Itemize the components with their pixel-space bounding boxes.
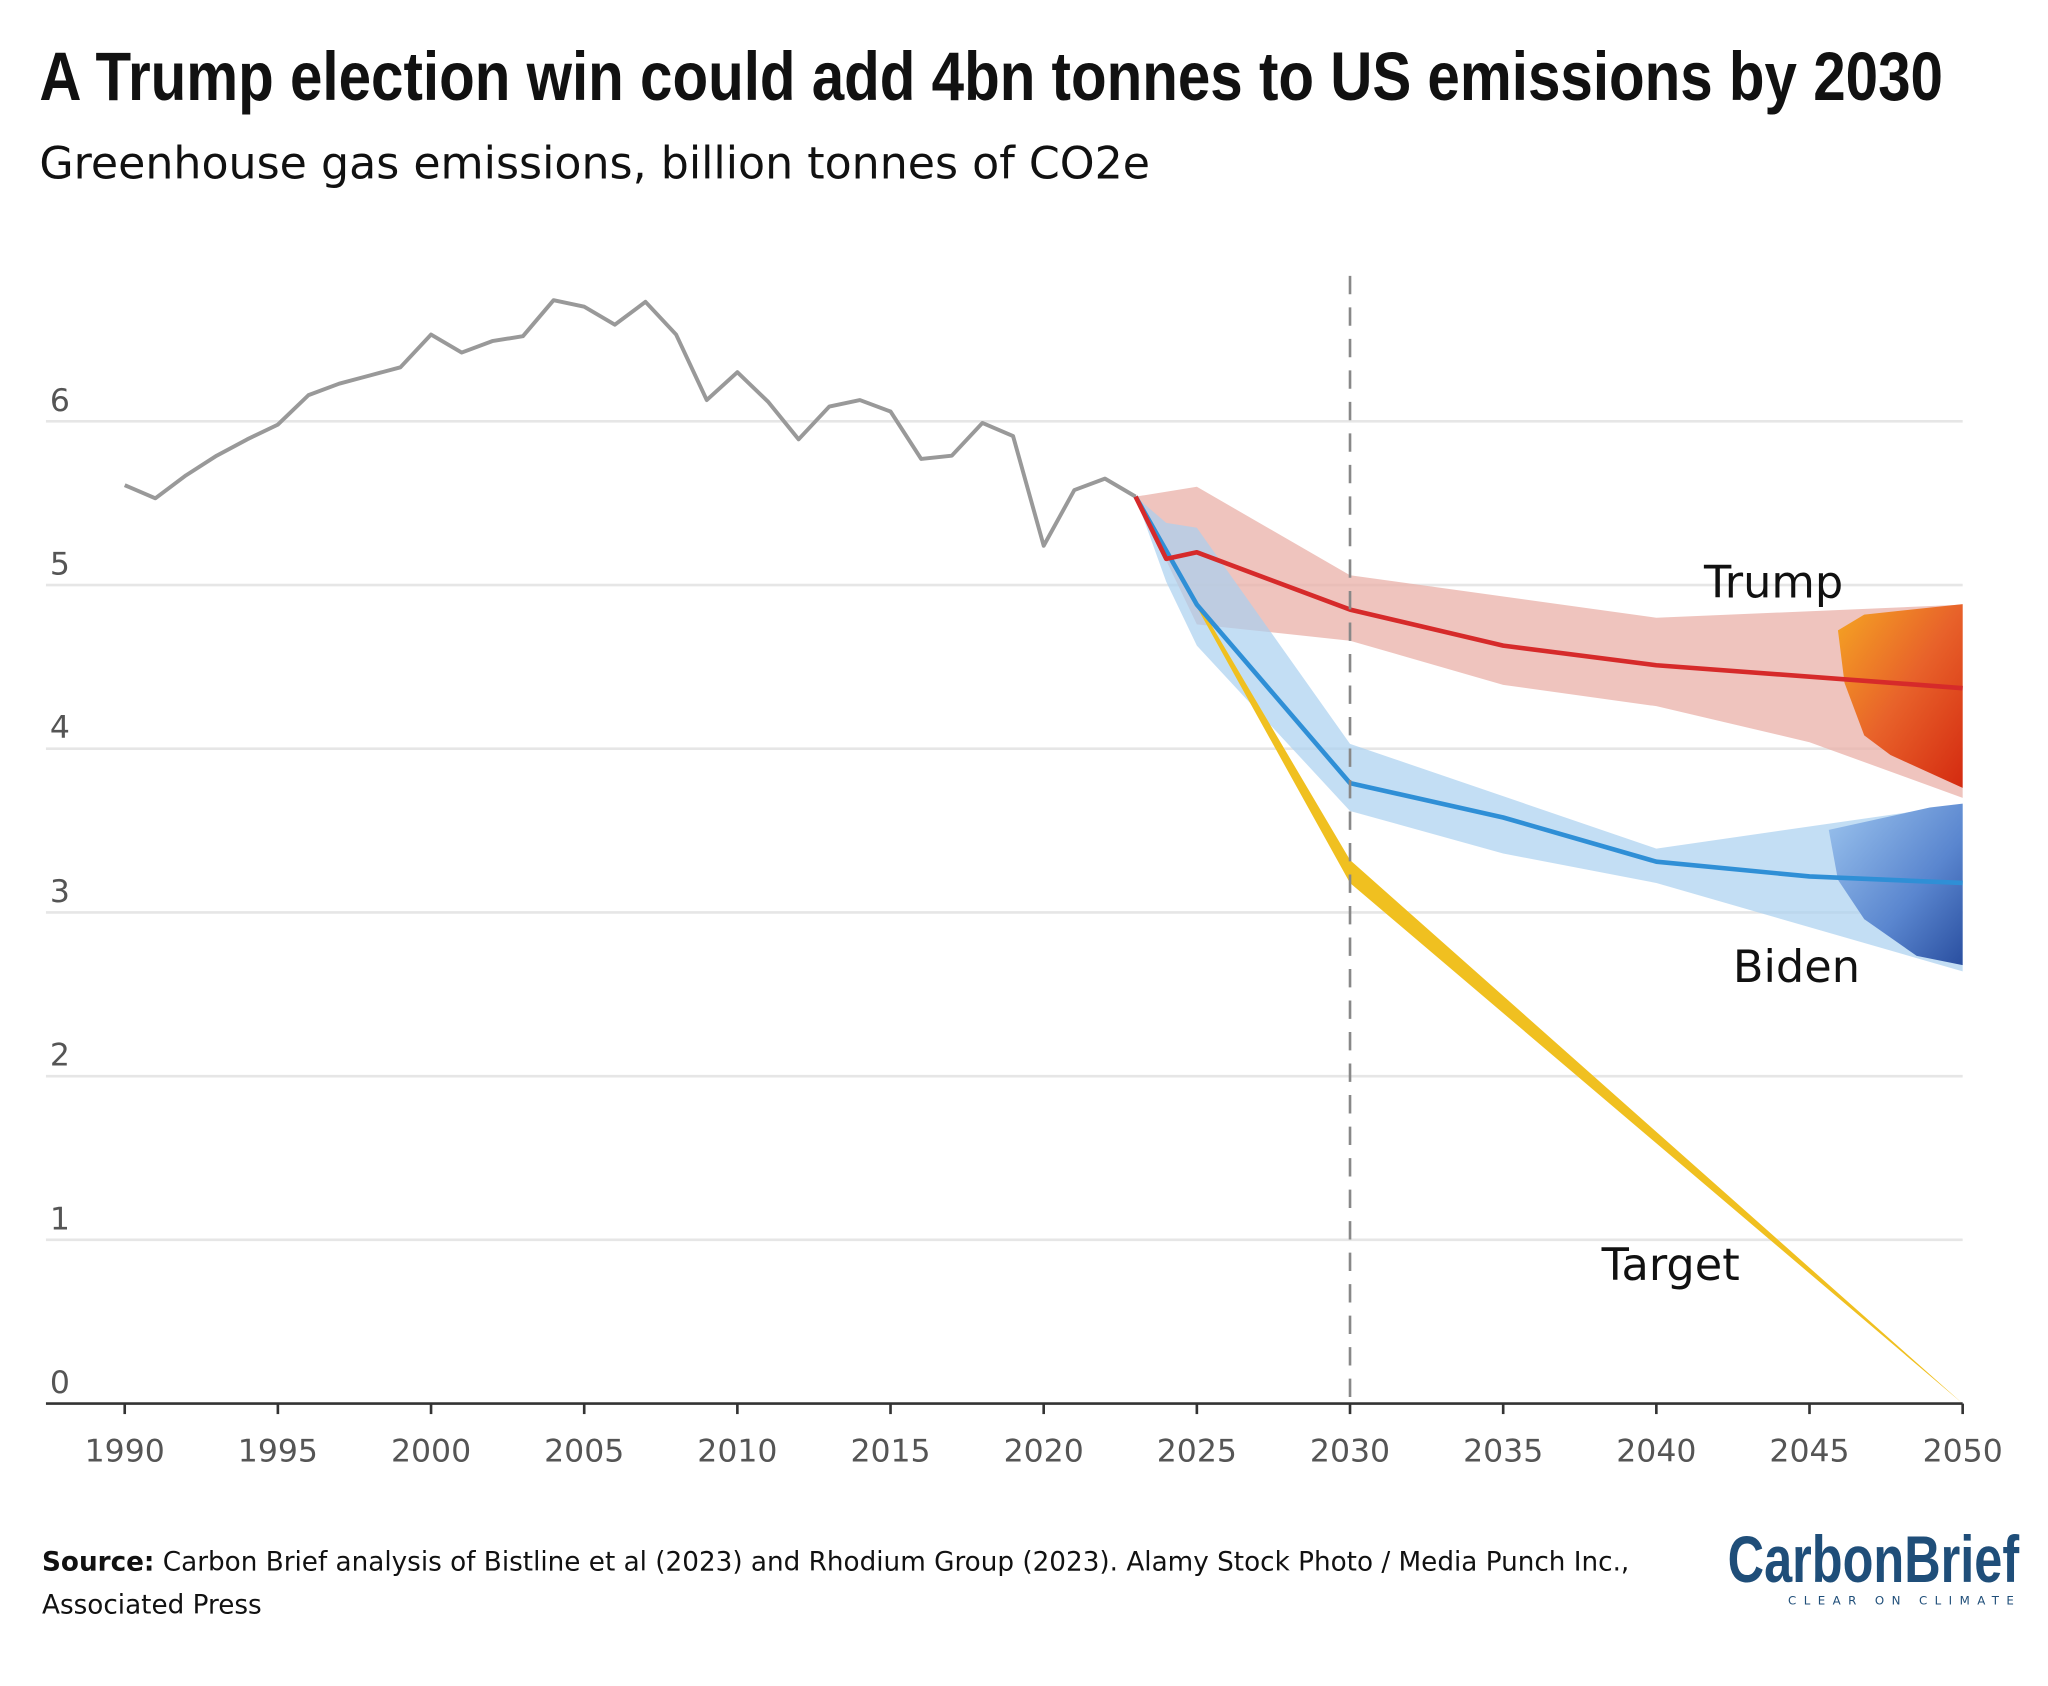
svg-text:CarbonBrief: CarbonBrief <box>1728 1523 2020 1596</box>
x-tick-label: 2040 <box>1616 1433 1696 1469</box>
target-label: Target <box>1601 1239 1740 1291</box>
y-tick-label: 2 <box>50 1038 70 1074</box>
biden-range-band <box>1135 496 1963 972</box>
source-note: Source: Carbon Brief analysis of Bistlin… <box>42 1547 1629 1577</box>
trump-range-band <box>1135 486 1963 798</box>
x-tick-label: 1990 <box>85 1433 165 1469</box>
biden-line <box>1133 495 1963 886</box>
x-tick-label: 2000 <box>391 1433 471 1469</box>
trump-line <box>1133 495 1963 691</box>
x-tick-label: 2020 <box>1004 1433 1084 1469</box>
x-tick-label: 2045 <box>1769 1433 1849 1469</box>
biden-label: Biden <box>1733 941 1860 993</box>
trump-photo <box>1837 604 1963 788</box>
x-tick-label: 2015 <box>850 1433 930 1469</box>
y-tick-label: 4 <box>50 710 70 746</box>
chart-subtitle: Greenhouse gas emissions, billion tonnes… <box>39 138 1150 190</box>
x-tick-label: 1995 <box>238 1433 318 1469</box>
source-text-line2: Associated Press <box>42 1591 262 1621</box>
biden-photo <box>1828 803 1963 966</box>
x-tick-label: 2035 <box>1463 1433 1543 1469</box>
trump-label: Trump <box>1703 557 1843 609</box>
carbonbrief-logo: CarbonBrief CLEAR ON CLIMATE <box>1728 1523 2020 1607</box>
y-tick-label: 3 <box>50 874 70 910</box>
x-tick-label: 2010 <box>697 1433 777 1469</box>
x-tick-label: 2050 <box>1923 1433 2003 1469</box>
y-tick-label: 0 <box>50 1365 70 1401</box>
chart-title: A Trump election win could add 4bn tonne… <box>39 39 1943 115</box>
y-tick-label: 1 <box>50 1201 70 1237</box>
x-tick-label: 2005 <box>544 1433 624 1469</box>
y-tick-label: 6 <box>50 383 70 419</box>
historical-emissions-line <box>123 298 1137 548</box>
y-tick-label: 5 <box>50 547 70 583</box>
x-tick-label: 2025 <box>1157 1433 1237 1469</box>
source-text: Carbon Brief analysis of Bistline et al … <box>163 1547 1629 1577</box>
x-tick-label: 2030 <box>1310 1433 1390 1469</box>
source-label: Source: <box>42 1547 154 1577</box>
